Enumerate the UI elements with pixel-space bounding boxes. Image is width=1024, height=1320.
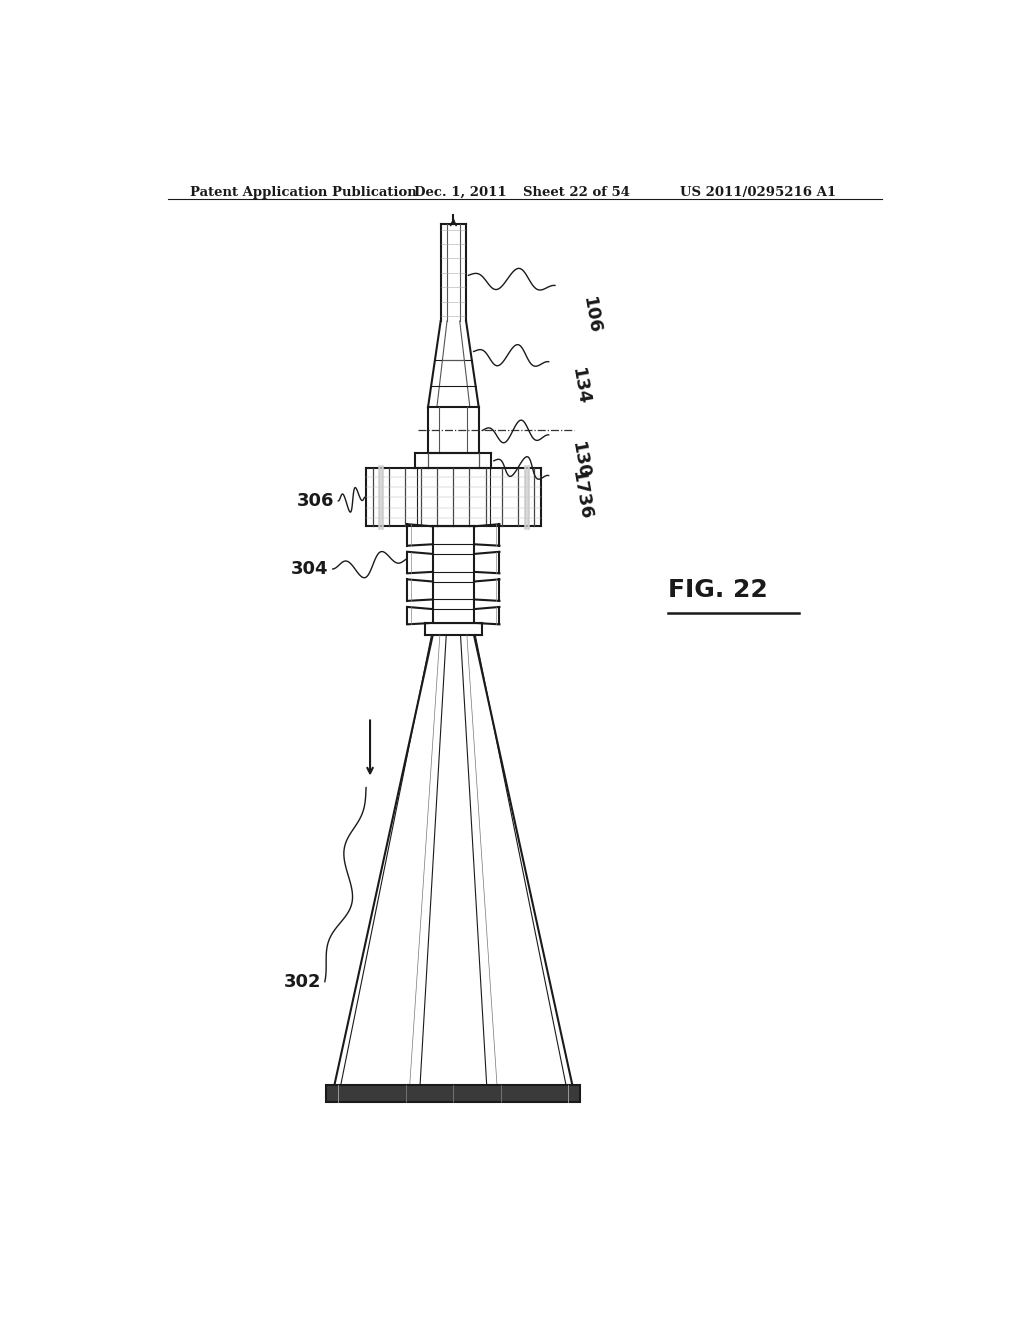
Text: FIG. 22: FIG. 22 xyxy=(668,578,767,602)
Text: 106: 106 xyxy=(579,296,603,337)
Text: Sheet 22 of 54: Sheet 22 of 54 xyxy=(523,186,630,199)
Text: 134: 134 xyxy=(568,367,593,407)
Text: 306: 306 xyxy=(297,492,334,510)
Text: 130: 130 xyxy=(568,441,593,480)
Text: US 2011/0295216 A1: US 2011/0295216 A1 xyxy=(680,186,836,199)
Text: 1736: 1736 xyxy=(568,470,595,521)
Bar xyxy=(327,1085,581,1102)
Text: Patent Application Publication: Patent Application Publication xyxy=(189,186,417,199)
Text: 302: 302 xyxy=(284,973,321,991)
Text: Dec. 1, 2011: Dec. 1, 2011 xyxy=(414,186,506,199)
Text: 304: 304 xyxy=(291,560,329,578)
